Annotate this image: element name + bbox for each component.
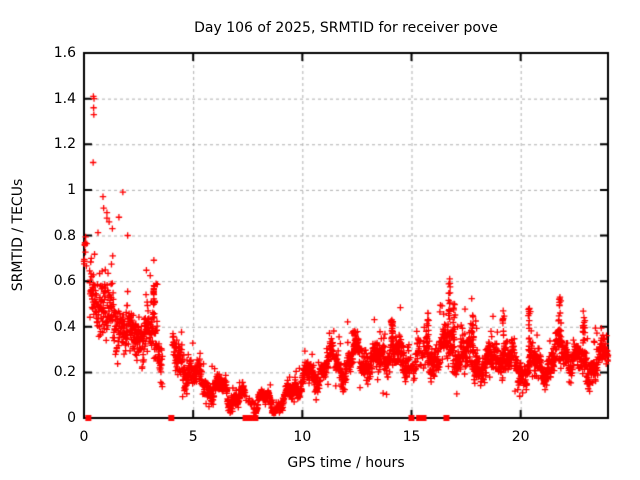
y-tick-label: 1.2 xyxy=(53,136,76,153)
y-axis-label: SRMTID / TECUs xyxy=(10,178,26,292)
x-tick-label: 20 xyxy=(511,429,530,445)
y-tick-label: 0.8 xyxy=(53,227,76,244)
y-tick-label: 0.6 xyxy=(53,273,76,290)
chart-title: Day 106 of 2025, SRMTID for receiver pov… xyxy=(194,20,498,36)
x-tick-label: 15 xyxy=(402,429,421,445)
x-axis-label: GPS time / hours xyxy=(287,455,405,471)
y-tick-label: 1 xyxy=(67,181,76,198)
y-tick-label: 0.4 xyxy=(53,318,76,335)
y-tick-label: 1.6 xyxy=(53,45,76,61)
x-tick-label: 5 xyxy=(188,429,198,445)
y-tick-label: 1.4 xyxy=(53,90,76,107)
x-tick-label: 10 xyxy=(293,429,312,445)
y-tick-label: 0.2 xyxy=(53,364,76,381)
x-tick-label: 0 xyxy=(79,429,89,445)
y-tick-label: 0 xyxy=(67,410,76,426)
